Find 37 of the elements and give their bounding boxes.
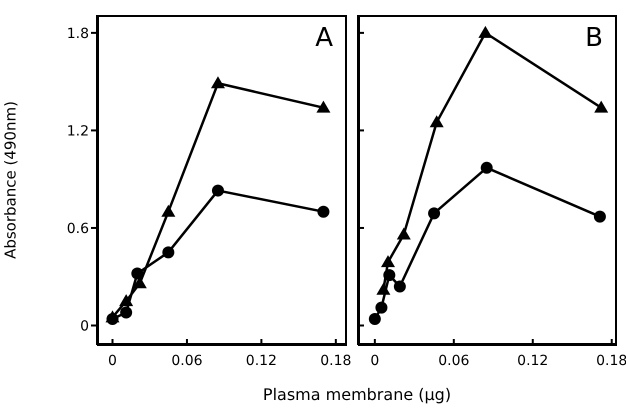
y-tick-label: 1.2 <box>66 123 89 140</box>
x-tick-label: 0 <box>370 352 380 369</box>
point <box>210 76 225 88</box>
annotation: A <box>315 23 333 53</box>
point <box>106 312 119 325</box>
point <box>430 115 444 128</box>
point <box>131 267 144 280</box>
point <box>594 210 606 223</box>
x-tick-label: 0.06 <box>438 352 470 369</box>
point <box>120 306 132 318</box>
point <box>394 280 406 292</box>
point <box>383 269 396 282</box>
y-axis-title: Absorbance (490nm) <box>1 101 20 259</box>
x-tick-label: 0.12 <box>246 352 277 369</box>
point <box>594 100 608 113</box>
point <box>368 312 381 325</box>
point <box>478 26 492 38</box>
point <box>396 227 411 240</box>
point <box>428 207 440 220</box>
y-tick-label: 1.8 <box>66 26 89 42</box>
x-axis-title: Plasma membrane (µg) <box>262 385 452 404</box>
point <box>161 204 176 217</box>
annotation: B <box>585 23 603 53</box>
point <box>480 162 493 174</box>
point <box>381 255 396 268</box>
x-tick-label: 0 <box>108 352 117 369</box>
x-tick-label: 0.18 <box>596 352 626 369</box>
x-tick-label: 0.12 <box>517 352 548 369</box>
x-tick-label: 0.06 <box>171 352 203 369</box>
x-tick-label: 0.18 <box>320 352 352 369</box>
point <box>212 184 224 197</box>
point <box>375 302 388 314</box>
point <box>317 206 330 218</box>
y-tick-label: 0.6 <box>66 220 90 237</box>
point <box>316 100 330 113</box>
y-tick-label: 0 <box>80 318 89 334</box>
point <box>162 246 174 258</box>
